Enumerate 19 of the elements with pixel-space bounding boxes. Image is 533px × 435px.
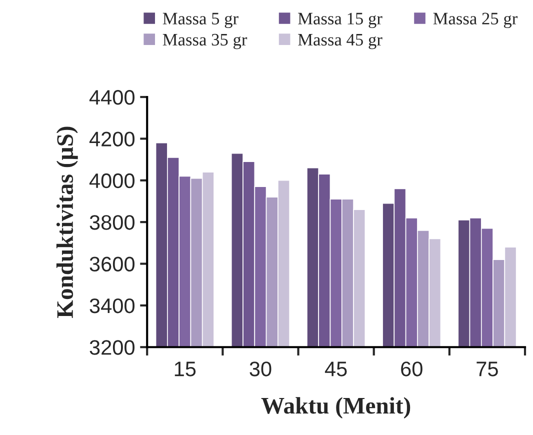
y-tick-label: 3800 (90, 215, 134, 230)
legend-label: Massa 15 gr (298, 12, 382, 28)
y-tick-label: 3200 (90, 340, 134, 355)
y-tick-label: 3600 (90, 256, 134, 272)
legend-label: Massa 25 gr (433, 12, 518, 28)
x-tick-label: 75 (476, 362, 498, 376)
x-tick-label: 45 (324, 362, 347, 376)
legend-label: Massa 5 gr (162, 12, 238, 28)
x-tick-label: 15 (174, 362, 196, 376)
y-axis-title: Konduktivitas (µS) (56, 126, 78, 318)
x-tick-label: 60 (401, 362, 422, 376)
x-tick-label: 30 (250, 362, 272, 376)
x-axis-title: Waktu (Menit) (261, 397, 410, 419)
y-tick-label: 4000 (89, 173, 134, 188)
y-tick-label: 4400 (89, 90, 134, 105)
y-tick-label: 3400 (90, 298, 134, 314)
legend-label: Massa 45 gr (298, 34, 382, 50)
legend-label: Massa 35 gr (162, 34, 248, 50)
y-tick-label: 4200 (89, 132, 134, 146)
